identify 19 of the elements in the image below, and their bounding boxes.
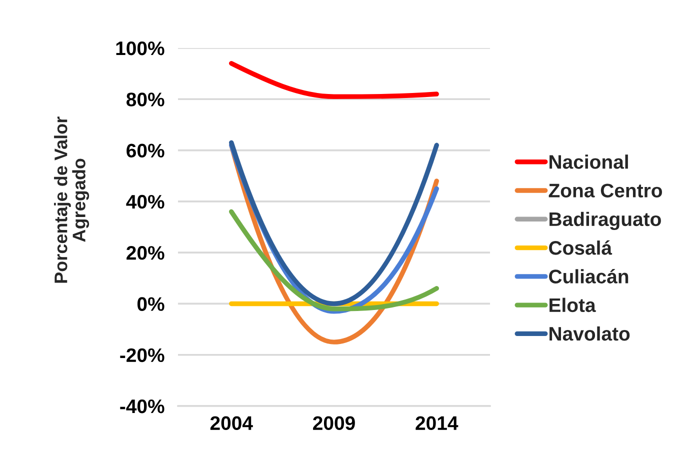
y-tick-label: 40% [126, 194, 164, 209]
legend-label: Nacional [550, 154, 628, 169]
y-tick-label: 0% [137, 297, 164, 311]
legend-label: Navolato [550, 326, 630, 341]
legend-label: Zona Centro [548, 184, 662, 198]
y-tick-label: 20% [126, 246, 164, 260]
x-tick-label: 2009 [313, 416, 355, 430]
x-tick-label: 2004 [210, 416, 253, 430]
y-axis-title: Porcentaje de Valor Agregado [54, 116, 90, 283]
y-tick-label: 60% [126, 144, 164, 158]
legend-label: Elota [550, 298, 596, 312]
legend-label: Culiacán [549, 268, 628, 284]
y-tick-label: -40% [120, 399, 164, 414]
y-tick-label: 100% [116, 41, 164, 56]
legend-label: Badiraguato [550, 212, 661, 230]
x-tick-label: 2014 [416, 416, 458, 430]
y-tick-label: -20% [120, 348, 164, 362]
legend-label: Cosalá [549, 240, 612, 255]
y-tick-label: 80% [126, 92, 164, 106]
